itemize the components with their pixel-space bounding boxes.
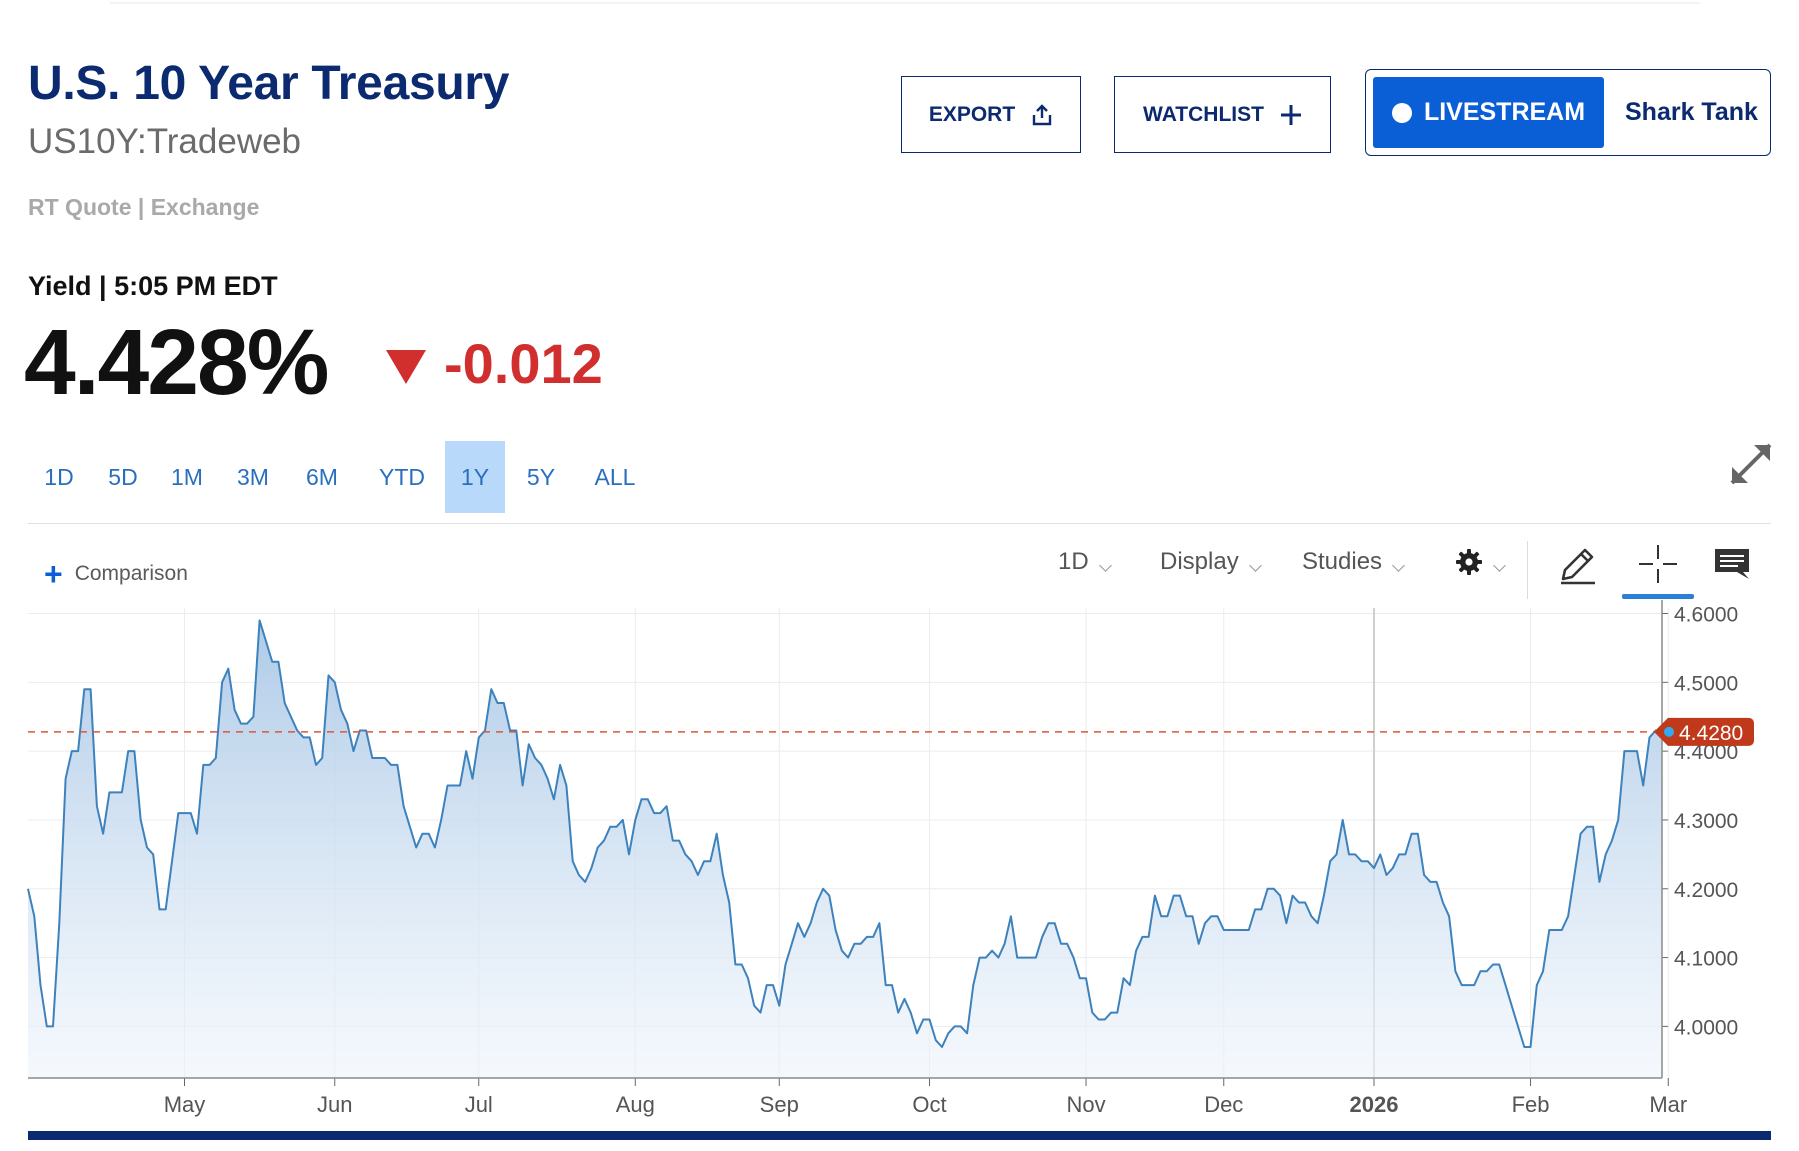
- price-change: -0.012: [444, 332, 603, 395]
- symbol-label: US10Y:Tradeweb: [28, 122, 302, 161]
- x-tick-label: Aug: [616, 1092, 655, 1117]
- yield-chart[interactable]: 4.6000 4.5000 4.4000 4.3000 4.2000 4.1000 4.00…: [0, 600, 1799, 1135]
- range-all[interactable]: ALL: [594, 464, 636, 490]
- x-tick-label: 2026: [1350, 1092, 1399, 1117]
- chevron-down-icon: [1493, 558, 1506, 572]
- range-1m[interactable]: 1M: [171, 464, 203, 490]
- settings-dropdown[interactable]: [1455, 548, 1506, 576]
- plus-icon: [1280, 104, 1301, 125]
- y-tick-label: 4.0000: [1674, 1016, 1738, 1039]
- x-tick-label: Mar: [1649, 1092, 1687, 1117]
- live-dot-icon: [1391, 102, 1412, 123]
- add-icon: +: [44, 556, 63, 592]
- series-area: [28, 620, 1662, 1078]
- studies-label: Studies: [1302, 548, 1383, 575]
- series-line: [27, 619, 1663, 1048]
- comment-icon[interactable]: [1710, 541, 1756, 587]
- top-divider: [110, 2, 1700, 4]
- range-1y[interactable]: 1Y: [445, 441, 505, 513]
- watchlist-button[interactable]: WATCHLIST: [1114, 76, 1331, 153]
- x-tick-label: Jul: [465, 1092, 493, 1117]
- chart-top-divider: [28, 523, 1771, 524]
- x-tick-label: Oct: [912, 1092, 946, 1117]
- pencil-icon[interactable]: [1555, 541, 1601, 587]
- x-tick-label: Feb: [1512, 1092, 1550, 1117]
- display-label: Display: [1160, 548, 1239, 575]
- y-tick-label: 4.6000: [1674, 604, 1738, 627]
- yield-timestamp: Yield | 5:05 PM EDT: [28, 271, 278, 301]
- x-tick-label: Dec: [1204, 1092, 1243, 1117]
- crosshair-active-indicator: [1622, 594, 1694, 599]
- x-tick-label: Nov: [1066, 1092, 1105, 1117]
- range-6m[interactable]: 6M: [306, 464, 338, 490]
- price-value: 4.428%: [24, 310, 329, 414]
- y-tick-label: 4.1000: [1674, 948, 1738, 971]
- export-label: EXPORT: [928, 102, 1016, 126]
- expand-icon[interactable]: [1728, 441, 1774, 487]
- interval-label: 1D: [1058, 548, 1089, 575]
- share-icon: [1032, 103, 1052, 125]
- livestream-button[interactable]: LIVESTREAM: [1373, 77, 1604, 148]
- export-button[interactable]: EXPORT: [901, 76, 1081, 153]
- range-1d[interactable]: 1D: [44, 464, 74, 490]
- livestream-label: LIVESTREAM: [1423, 98, 1586, 126]
- page-title: U.S. 10 Year Treasury: [28, 57, 510, 110]
- range-5d[interactable]: 5D: [108, 464, 138, 490]
- x-tick-label: May: [164, 1092, 206, 1117]
- x-tick-label: Sep: [760, 1092, 799, 1117]
- interval-dropdown[interactable]: 1D: [1058, 548, 1112, 576]
- gear-icon: [1456, 549, 1482, 575]
- display-dropdown[interactable]: Display: [1160, 548, 1262, 576]
- x-tick-label: Jun: [317, 1092, 352, 1117]
- y-tick-label: 4.3000: [1674, 810, 1738, 833]
- range-ytd[interactable]: YTD: [379, 464, 425, 490]
- range-5y[interactable]: 5Y: [526, 464, 556, 490]
- toolbar-divider: [1527, 541, 1528, 599]
- y-tick-label: 4.4000: [1674, 741, 1738, 764]
- comparison-button[interactable]: + Comparison: [44, 558, 188, 590]
- shark-tank-link[interactable]: Shark Tank: [1625, 97, 1758, 126]
- crosshair-icon[interactable]: [1635, 541, 1681, 587]
- y-tick-label: 4.5000: [1674, 672, 1738, 695]
- bottom-bar: [28, 1131, 1771, 1140]
- last-price-dot: [1664, 726, 1674, 737]
- last-price-label: 4.4280: [1679, 722, 1743, 745]
- chevron-down-icon: [1098, 558, 1112, 572]
- studies-dropdown[interactable]: Studies: [1302, 548, 1405, 576]
- rt-quote-label: RT Quote | Exchange: [28, 194, 260, 220]
- chevron-down-icon: [1248, 558, 1262, 572]
- livestream-widget: LIVESTREAM Shark Tank: [1365, 69, 1771, 156]
- y-tick-label: 4.2000: [1674, 879, 1738, 902]
- last-price-tag: [1654, 717, 1754, 746]
- chevron-down-icon: [1392, 558, 1405, 572]
- range-3m[interactable]: 3M: [237, 464, 269, 490]
- comparison-label: Comparison: [74, 562, 188, 585]
- watchlist-label: WATCHLIST: [1143, 102, 1264, 126]
- down-arrow-icon: [386, 350, 426, 384]
